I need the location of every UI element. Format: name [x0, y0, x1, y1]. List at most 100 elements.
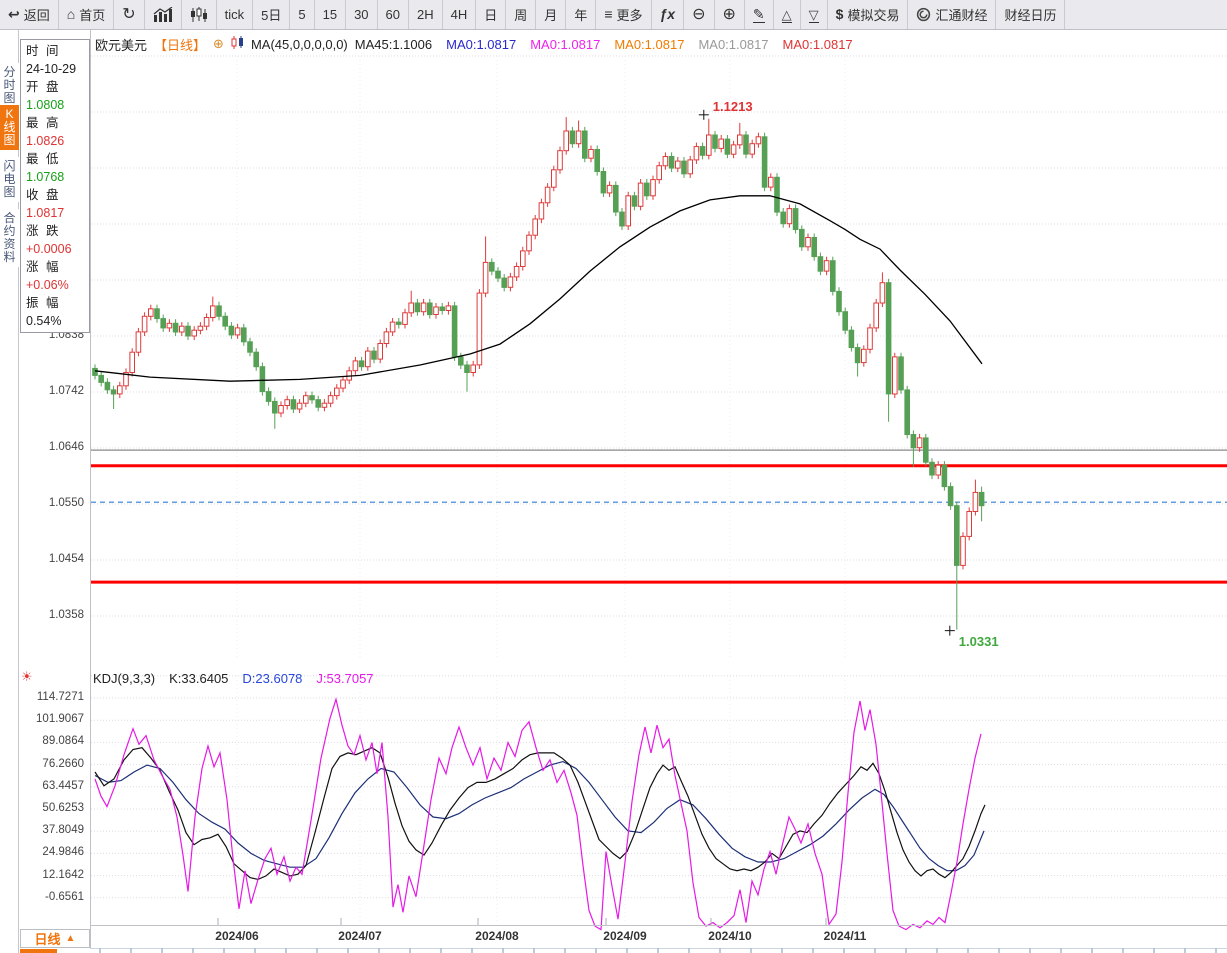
- info-value: +0.06%: [26, 278, 69, 292]
- zoom-in-icon: ⊕: [722, 5, 736, 23]
- ma-values: MA45:1.1006 MA0:1.0817 MA0:1.0817 MA0:1.081…: [355, 37, 853, 52]
- info-label: 开 盘: [26, 80, 61, 94]
- pencil-icon: ✎: [752, 6, 765, 23]
- toolbar-button-draw[interactable]: ✎: [745, 0, 774, 29]
- period-selector-label: 日线: [34, 932, 61, 947]
- price-axis-label: 1.0742: [48, 385, 84, 397]
- info-value: 0.54%: [26, 314, 62, 328]
- kdj-axis-label: 12.1642: [42, 868, 84, 881]
- toolbar-button-interval-2h[interactable]: 2H: [409, 0, 443, 29]
- date-axis-label: 2024/11: [823, 929, 867, 943]
- triangle-up-icon: ▲: [65, 933, 76, 944]
- toolbar-button-fx678[interactable]: 汇通财经: [908, 0, 997, 29]
- sidebar-tab-contract-info[interactable]: 合约资料: [0, 209, 19, 267]
- add-indicator-icon[interactable]: ⊕: [213, 36, 224, 51]
- date-axis-label: 2024/06: [215, 929, 259, 943]
- toolbar-button-flag-up[interactable]: △: [774, 0, 801, 29]
- toolbar-button-back[interactable]: ↩ 返回: [0, 0, 59, 29]
- dollar-icon: $: [835, 6, 844, 22]
- toolbar-button-candle-chart[interactable]: [182, 0, 217, 29]
- toolbar-button-interval-5d[interactable]: 5日: [253, 0, 291, 29]
- toolbar-button-flag-down[interactable]: ▽: [801, 0, 828, 29]
- toolbar-button-interval-60[interactable]: 60: [378, 0, 410, 29]
- price-axis-label: 1.0550: [48, 497, 84, 509]
- toolbar-button-interval-day[interactable]: 日: [476, 0, 507, 29]
- toolbar-button-zoom-in[interactable]: ⊕: [715, 0, 745, 29]
- info-value: +0.0006: [26, 242, 72, 256]
- toolbar-button-interval-30[interactable]: 30: [346, 0, 378, 29]
- info-value: 1.0826: [26, 134, 65, 148]
- info-value: 24-10-29: [26, 62, 77, 76]
- toolbar-button-line-chart[interactable]: [145, 0, 182, 29]
- kdj-axis-label: 24.9846: [42, 846, 84, 859]
- ma-settings-label: MA(45,0,0,0,0,0): [250, 36, 348, 52]
- sidebar-tab-lightning-chart[interactable]: 闪电图: [0, 157, 19, 202]
- kdj-axis-label: 101.9067: [36, 713, 84, 726]
- kdj-axis-label: 37.8049: [42, 824, 84, 837]
- candle-info-panel: 时 间 24-10-29 开 盘 1.0808 最 高 1.0826 最 低 1.0768 收 …: [20, 39, 90, 333]
- kdj-title: KDJ(9,3,3): [93, 671, 156, 686]
- toolbar-button-interval-month[interactable]: 月: [536, 0, 567, 29]
- kdj-d-value: D:23.6078: [242, 671, 303, 686]
- sidebar-tab-time-chart[interactable]: 分时图: [0, 63, 19, 108]
- toolbar-button-indicator-fx[interactable]: ƒx: [652, 0, 685, 29]
- toolbar-button-refresh[interactable]: ↻: [114, 0, 145, 29]
- triangle-down-icon: ▽: [808, 7, 819, 23]
- kdj-settings-icon[interactable]: ☀: [21, 669, 33, 684]
- period-selector[interactable]: 日线 ▲: [20, 929, 90, 948]
- fx-icon: ƒx: [659, 6, 676, 22]
- ma-value: MA0:1.0817: [446, 36, 517, 52]
- info-label: 振 幅: [26, 296, 61, 310]
- info-label: 最 高: [26, 116, 61, 130]
- info-value: 1.0768: [26, 170, 65, 184]
- ma-value: MA0:1.0817: [782, 36, 853, 52]
- menu-icon: ≡: [604, 6, 613, 22]
- toolbar-button-zoom-out[interactable]: ⊖: [684, 0, 715, 29]
- price-axis-label: 1.0646: [48, 441, 84, 453]
- kdj-axis-label: 63.4457: [42, 779, 84, 792]
- kdj-k-value: K:33.6405: [169, 671, 229, 686]
- date-axis-label: 2024/07: [338, 929, 382, 943]
- info-label: 最 低: [26, 152, 61, 166]
- toolbar-button-interval-year[interactable]: 年: [566, 0, 597, 29]
- scrollbar-thumb[interactable]: [20, 949, 57, 953]
- toolbar-button-interval-15[interactable]: 15: [315, 0, 347, 29]
- mini-candle-icon: [231, 36, 244, 52]
- ma-value: MA45:1.1006: [354, 36, 433, 52]
- toolbar-button-interval-tick[interactable]: tick: [217, 0, 254, 29]
- price-axis-label: 1.0454: [48, 553, 84, 565]
- kdj-axis-label: -0.6561: [44, 890, 84, 903]
- return-arrow-icon: ↩: [8, 6, 20, 22]
- kdj-axis-label: 114.7271: [36, 691, 84, 703]
- toolbar-button-interval-week[interactable]: 周: [506, 0, 537, 29]
- ma-value: MA0:1.0817: [530, 36, 601, 52]
- high-price-label: 1.1213: [712, 98, 753, 114]
- toolbar-button-more[interactable]: ≡ 更多: [596, 0, 652, 29]
- candle-chart-icon: [190, 6, 208, 23]
- logo-icon: [916, 7, 931, 22]
- toolbar-button-calendar[interactable]: 财经日历: [996, 0, 1066, 29]
- ma-value: MA0:1.0817: [698, 36, 769, 52]
- home-icon: ⌂: [66, 6, 76, 22]
- kdj-axis-label: 89.0864: [42, 735, 84, 748]
- toolbar-button-interval-4h[interactable]: 4H: [443, 0, 477, 29]
- date-axis-label: 2024/09: [603, 929, 647, 943]
- toolbar-button-home[interactable]: ⌂ 首页: [59, 0, 115, 29]
- toolbar-button-sim-trade[interactable]: $ 模拟交易: [828, 0, 909, 29]
- info-label: 涨 跌: [26, 224, 61, 238]
- toolbar-button-interval-5[interactable]: 5: [290, 0, 315, 29]
- kdj-header: KDJ(9,3,3) K:33.6405 D:23.6078 J:53.7057: [93, 671, 374, 686]
- ma-value: MA0:1.0817: [614, 36, 685, 52]
- line-chart-icon: [153, 7, 173, 22]
- info-value: 1.0817: [26, 206, 65, 220]
- symbol-name: 欧元美元: [95, 37, 148, 53]
- triangle-up-icon: △: [781, 7, 792, 23]
- kdj-axis-label: 76.2660: [42, 757, 84, 770]
- zoom-out-icon: ⊖: [692, 5, 706, 23]
- period-label: 【日线】: [154, 37, 207, 53]
- price-axis-label: 1.0358: [48, 609, 84, 621]
- info-label: 涨 幅: [26, 260, 61, 274]
